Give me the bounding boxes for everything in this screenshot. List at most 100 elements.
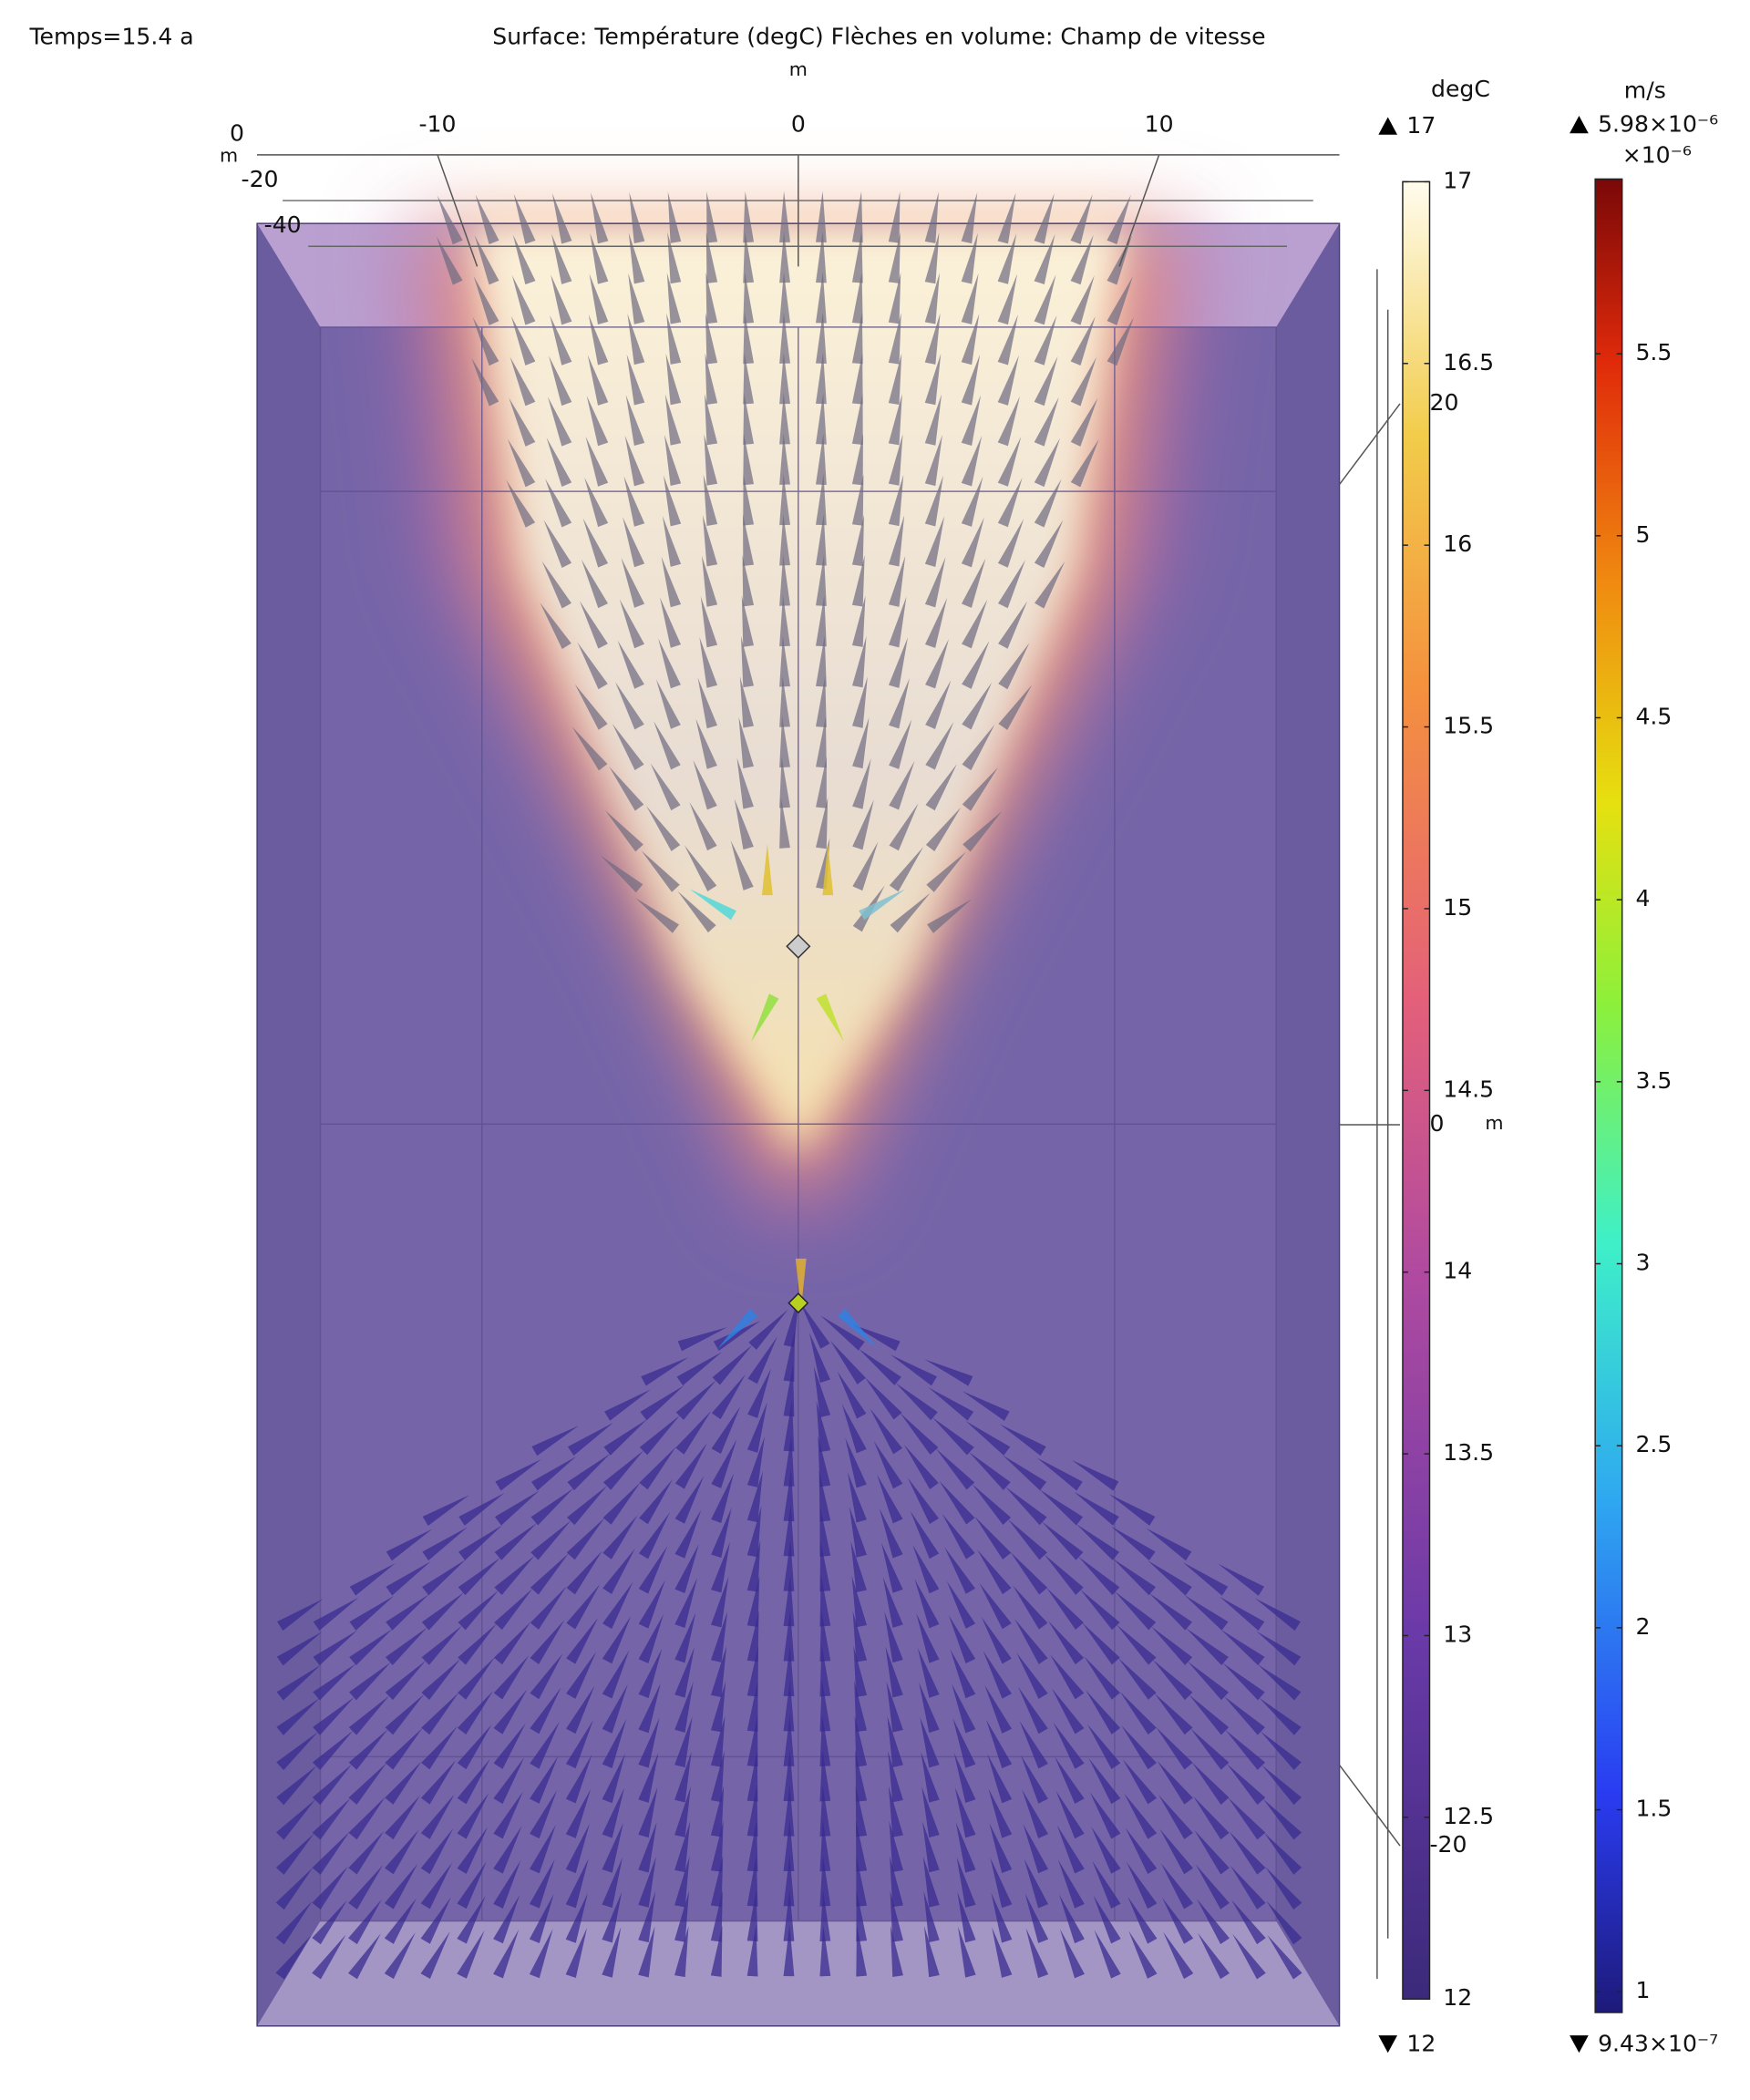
arrow	[1126, 1861, 1158, 1910]
arrow	[1225, 1729, 1266, 1770]
arrow	[624, 435, 645, 487]
arrow	[903, 1445, 939, 1489]
arrow	[1154, 1693, 1193, 1735]
arrow	[743, 312, 755, 365]
arrow	[816, 715, 827, 768]
arrow	[667, 191, 682, 243]
arrow	[1053, 1722, 1085, 1769]
source-marker	[786, 933, 811, 959]
arrow	[1092, 1860, 1121, 1910]
arrow	[458, 1657, 495, 1700]
arrow	[873, 1440, 903, 1489]
arrow	[953, 1753, 976, 1804]
arrow	[1076, 1524, 1120, 1560]
arrow	[661, 556, 682, 608]
arrow	[530, 1586, 567, 1630]
arrow	[699, 636, 718, 688]
arrow	[602, 1482, 641, 1525]
arrow	[422, 1560, 466, 1596]
arrow	[349, 1629, 393, 1666]
arrow	[421, 1659, 461, 1700]
arrow	[713, 1320, 761, 1352]
arrow	[924, 516, 945, 567]
arrow	[386, 1594, 429, 1631]
arrow	[513, 193, 536, 244]
arrow	[1260, 1731, 1302, 1771]
arrow	[1074, 1491, 1119, 1526]
arrow	[312, 1797, 351, 1840]
arrow	[385, 1727, 423, 1770]
arrow	[746, 1470, 763, 1523]
arrow	[958, 1926, 976, 1978]
arrow	[748, 1309, 788, 1351]
arrow	[924, 313, 941, 365]
arrow	[674, 1647, 695, 1698]
arrow	[1010, 1551, 1048, 1595]
arrow	[854, 1680, 868, 1733]
colorbar-max-label: 17	[1406, 112, 1436, 139]
arrow	[816, 352, 827, 405]
arrow	[1228, 1797, 1266, 1840]
arrow	[779, 393, 790, 445]
z-tick-label: -20	[1429, 1831, 1467, 1858]
arrow	[962, 767, 998, 811]
arrow	[962, 1391, 1010, 1421]
arrow	[602, 1857, 623, 1909]
arrow	[638, 1752, 659, 1803]
arrow	[779, 715, 790, 768]
arrow	[385, 1660, 427, 1701]
arrow	[664, 394, 682, 446]
arrow	[627, 314, 645, 365]
arrow	[783, 1505, 795, 1557]
colorbar-tick-label: 4.5	[1635, 703, 1672, 729]
arrow	[565, 1927, 588, 1979]
arrow	[746, 1680, 758, 1732]
arrow	[655, 679, 681, 729]
arrow	[1059, 1929, 1085, 1979]
arrow	[710, 1925, 723, 1977]
arrow	[746, 1855, 758, 1907]
arrow	[743, 232, 755, 283]
arrow	[1196, 1898, 1230, 1944]
arrow	[889, 1820, 903, 1872]
x-unit: m	[789, 58, 808, 80]
arrow	[1115, 1591, 1157, 1631]
colorbar-tick-label: 15	[1443, 894, 1472, 921]
arrow	[1190, 1728, 1230, 1770]
arrow	[674, 1716, 693, 1768]
arrow	[638, 1546, 668, 1594]
arrow	[1044, 1554, 1084, 1595]
arrow	[816, 393, 827, 445]
colorbar-unit: m/s	[1624, 77, 1666, 103]
arrow	[1003, 1455, 1047, 1491]
arrow	[923, 1926, 940, 1978]
arrow	[675, 1380, 716, 1420]
arrow	[674, 1543, 699, 1593]
arrow	[1007, 1518, 1047, 1560]
arrow	[530, 1653, 563, 1700]
arrow	[546, 438, 572, 488]
arrow	[1262, 1798, 1302, 1840]
arrow	[746, 1645, 759, 1697]
arrow	[816, 312, 827, 364]
arrow	[852, 1611, 868, 1662]
arrow	[494, 1490, 540, 1526]
arrow	[666, 273, 682, 324]
arrow	[664, 434, 682, 487]
arrow	[313, 1630, 357, 1666]
arrow	[1158, 1795, 1193, 1839]
arrow	[638, 1580, 665, 1629]
arrow	[779, 312, 790, 364]
arrow	[474, 235, 499, 285]
arrow	[852, 717, 870, 769]
arrow	[602, 1650, 630, 1699]
arrow	[1078, 1556, 1120, 1596]
arrow	[1257, 1663, 1302, 1701]
arrow	[783, 1750, 795, 1802]
arrow	[1117, 1624, 1157, 1665]
arrow	[746, 1436, 765, 1488]
arrow	[924, 435, 942, 487]
arrow	[889, 847, 924, 892]
min-indicator	[1378, 2035, 1398, 2054]
